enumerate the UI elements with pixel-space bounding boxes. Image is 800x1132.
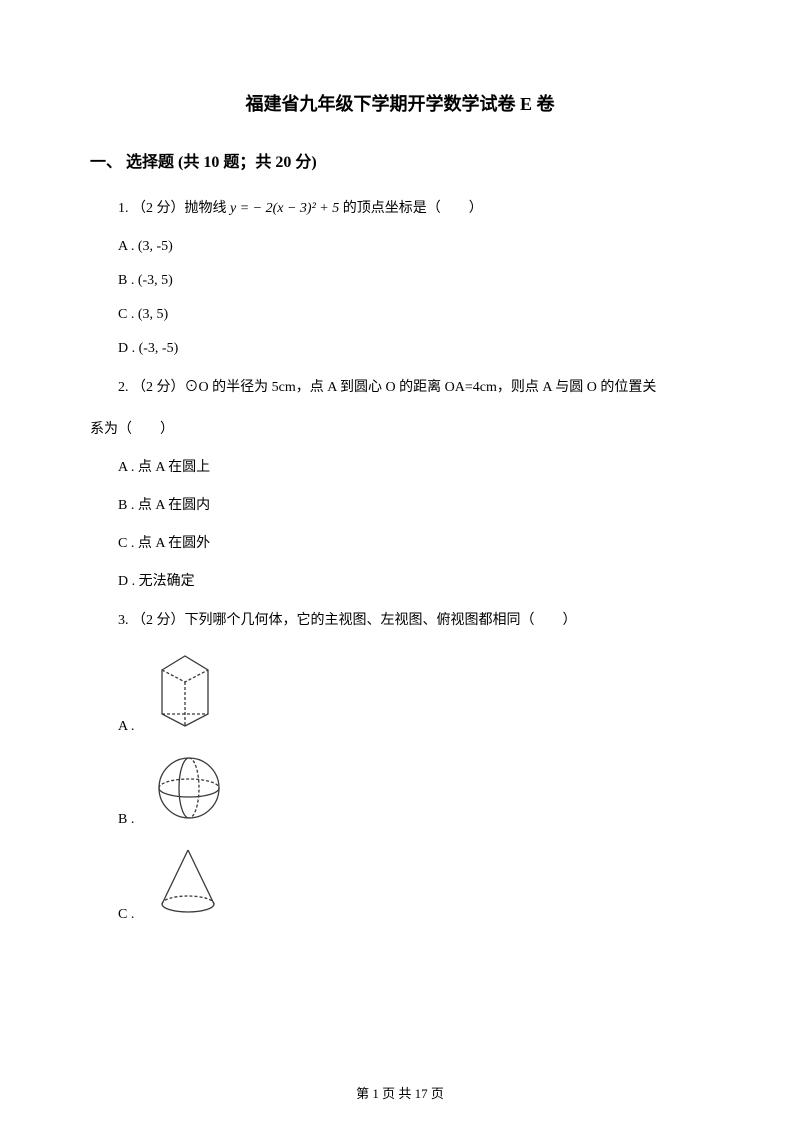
q3-option-a: A . <box>118 652 710 735</box>
q2-optC-text: C . 点 A 在圆外 <box>118 532 210 552</box>
q1-option-c: C . (3, 5) <box>118 307 710 323</box>
q1-text: 1. （2 分）抛物线 y = − 2(x − 3)² + 5 的顶点坐标是（ … <box>118 196 710 221</box>
question-1: 1. （2 分）抛物线 y = − 2(x − 3)² + 5 的顶点坐标是（ … <box>118 196 710 221</box>
q3-optC-label: C . <box>118 907 146 923</box>
q3-optA-label: A . <box>118 719 146 735</box>
q3-option-b: B . <box>118 753 710 828</box>
q1-option-a: A . (3, -5) <box>118 239 710 255</box>
q2-optB-text: B . 点 A 在圆内 <box>118 494 210 514</box>
q2-optD-text: D . 无法确定 <box>118 570 195 590</box>
q1-option-b: B . (-3, 5) <box>118 273 710 289</box>
question-3: 3. （2 分）下列哪个几何体，它的主视图、左视图、俯视图都相同（ ） <box>118 608 710 633</box>
q3-option-c: C . <box>118 846 710 923</box>
q1-optB-text: B . (-3, 5) <box>118 273 173 289</box>
q2-optA-text: A . 点 A 在圆上 <box>118 456 210 476</box>
q1-option-d: D . (-3, -5) <box>118 341 710 357</box>
q2-option-c: C . 点 A 在圆外 <box>118 532 710 552</box>
q2-option-d: D . 无法确定 <box>118 570 710 590</box>
q3-optB-label: B . <box>118 812 146 828</box>
q1-formula: y = − 2(x − 3)² + 5 <box>230 201 339 216</box>
prism-icon <box>154 652 216 735</box>
q1-optA-text: A . (3, -5) <box>118 239 173 255</box>
q1-optD-text: D . (-3, -5) <box>118 341 178 357</box>
q2-option-a: A . 点 A 在圆上 <box>118 456 710 476</box>
q3-text: 3. （2 分）下列哪个几何体，它的主视图、左视图、俯视图都相同（ ） <box>118 608 710 633</box>
q2-option-b: B . 点 A 在圆内 <box>118 494 710 514</box>
q1-prefix: 1. （2 分）抛物线 <box>118 201 230 216</box>
question-2: 2. （2 分）⊙O 的半径为 5cm，点 A 到圆心 O 的距离 OA=4cm… <box>118 375 710 400</box>
sphere-icon <box>154 753 224 828</box>
cone-icon <box>154 846 222 923</box>
section-header: 一、 选择题 (共 10 题；共 20 分) <box>90 148 710 172</box>
q2-line2: 系为（ ） <box>90 418 710 438</box>
q1-suffix: 的顶点坐标是（ ） <box>339 201 483 216</box>
q2-line1: 2. （2 分）⊙O 的半径为 5cm，点 A 到圆心 O 的距离 OA=4cm… <box>118 375 710 400</box>
q1-optC-text: C . (3, 5) <box>118 307 168 323</box>
exam-title: 福建省九年级下学期开学数学试卷 E 卷 <box>90 90 710 116</box>
page-footer: 第 1 页 共 17 页 <box>0 1083 800 1102</box>
